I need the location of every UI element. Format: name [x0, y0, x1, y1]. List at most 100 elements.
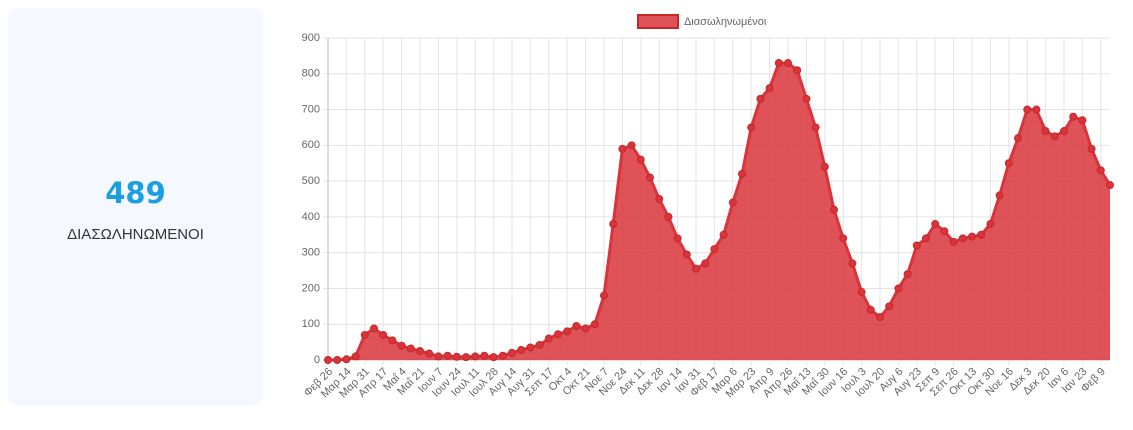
point [508, 348, 516, 357]
point [857, 288, 866, 297]
point [563, 327, 572, 336]
point [360, 330, 369, 339]
point [1014, 134, 1022, 143]
point [894, 284, 903, 293]
point [968, 232, 976, 241]
point [903, 270, 912, 279]
point [949, 237, 958, 246]
point [885, 302, 894, 311]
y-tick-label: 700 [302, 103, 320, 115]
point [820, 162, 829, 171]
point [544, 334, 553, 343]
point [839, 234, 848, 243]
point [1060, 127, 1068, 136]
point [452, 352, 461, 361]
point [342, 355, 351, 364]
point [609, 220, 618, 229]
point [728, 198, 737, 207]
area [328, 63, 1110, 360]
point [940, 227, 949, 236]
point [692, 264, 700, 273]
point [719, 230, 728, 239]
point [397, 341, 406, 350]
stat-card: 489 ΔΙΑΣΩΛΗΝΩΜΕΝΟΙ [8, 8, 263, 406]
point [1078, 116, 1087, 125]
point [784, 59, 792, 68]
point [572, 322, 581, 331]
point [664, 212, 673, 221]
point [388, 336, 397, 345]
legend-swatch [637, 14, 679, 29]
point [471, 352, 480, 361]
point [811, 123, 820, 132]
point [793, 66, 802, 75]
point [912, 241, 921, 250]
point [986, 220, 995, 229]
y-tick-label: 500 [302, 175, 320, 187]
point [462, 353, 470, 362]
point [627, 141, 636, 150]
point [1004, 159, 1013, 168]
y-tick-label: 900 [302, 32, 320, 44]
point [774, 59, 783, 68]
point [1041, 127, 1050, 136]
point [802, 94, 811, 103]
point [701, 259, 710, 268]
point [1023, 105, 1032, 114]
stat-value: 489 [105, 176, 166, 210]
point [416, 347, 424, 356]
point [646, 173, 654, 182]
point [1096, 166, 1105, 175]
point [581, 324, 590, 333]
point [618, 144, 627, 153]
point [1050, 132, 1059, 141]
point [443, 351, 452, 360]
point [1087, 144, 1096, 153]
point [830, 205, 838, 214]
point [351, 352, 360, 361]
stat-label: ΔΙΑΣΩΛΗΝΩΜΕΝΟΙ [67, 226, 204, 243]
point [673, 234, 682, 243]
point [590, 320, 599, 329]
point [1106, 181, 1114, 190]
point [636, 155, 645, 164]
y-tick-label: 300 [302, 247, 320, 259]
y-tick-label: 100 [302, 318, 320, 330]
point [434, 352, 443, 361]
point [977, 230, 986, 239]
point [498, 351, 507, 360]
point [1069, 112, 1078, 121]
point [526, 343, 535, 352]
point [600, 291, 608, 300]
point [866, 305, 875, 314]
point [370, 324, 378, 333]
point [655, 195, 664, 203]
point [931, 220, 940, 229]
point [489, 353, 498, 362]
point [406, 344, 415, 353]
point [747, 123, 756, 132]
point [765, 84, 774, 93]
point [379, 330, 388, 339]
point [480, 351, 489, 360]
point [876, 313, 884, 322]
point [738, 169, 746, 178]
point [425, 349, 434, 358]
point [333, 356, 342, 364]
point [517, 345, 526, 354]
y-tick-label: 0 [314, 354, 320, 366]
point [1032, 105, 1041, 114]
legend-label: Διασωληνωμένοι [684, 16, 767, 28]
point [324, 356, 332, 364]
y-tick-label: 400 [302, 211, 320, 223]
point [995, 191, 1004, 200]
y-tick-label: 600 [302, 139, 320, 151]
point [958, 234, 967, 243]
point [710, 245, 719, 254]
y-tick-label: 800 [302, 68, 320, 80]
point [682, 250, 691, 259]
point [848, 259, 857, 268]
point [922, 234, 930, 243]
